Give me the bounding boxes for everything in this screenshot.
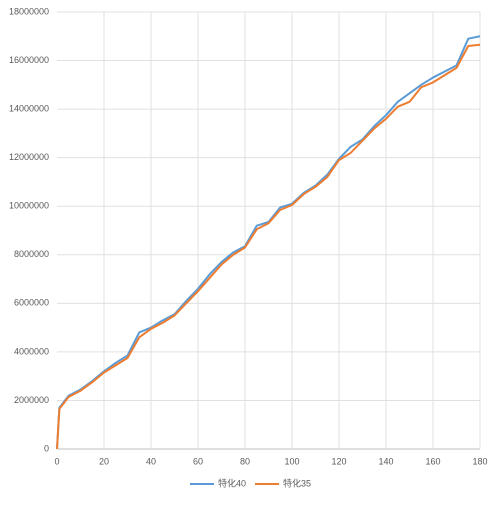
y-tick-label: 4000000 bbox=[14, 346, 49, 356]
series-line bbox=[56, 43, 481, 450]
x-tick-label: 60 bbox=[193, 456, 203, 466]
x-tick-label: 40 bbox=[146, 456, 156, 466]
x-tick-label: 120 bbox=[331, 456, 346, 466]
x-tick-label: 80 bbox=[240, 456, 250, 466]
legend-label: 特化35 bbox=[283, 477, 311, 488]
y-tick-label: 12000000 bbox=[9, 152, 49, 162]
y-tick-label: 0 bbox=[44, 443, 49, 453]
y-tick-label: 2000000 bbox=[14, 395, 49, 405]
x-tick-label: 140 bbox=[378, 456, 393, 466]
x-tick-label: 20 bbox=[99, 456, 109, 466]
y-tick-label: 16000000 bbox=[9, 55, 49, 65]
series-line bbox=[56, 35, 481, 450]
x-tick-label: 180 bbox=[472, 456, 487, 466]
y-tick-label: 6000000 bbox=[14, 298, 49, 308]
x-tick-label: 160 bbox=[425, 456, 440, 466]
y-tick-label: 14000000 bbox=[9, 103, 49, 113]
y-tick-label: 18000000 bbox=[9, 6, 49, 16]
x-tick-label: 0 bbox=[54, 456, 59, 466]
x-tick-label: 100 bbox=[284, 456, 299, 466]
legend-label: 特化40 bbox=[218, 477, 246, 488]
y-tick-label: 10000000 bbox=[9, 201, 49, 211]
y-tick-label: 8000000 bbox=[14, 249, 49, 259]
